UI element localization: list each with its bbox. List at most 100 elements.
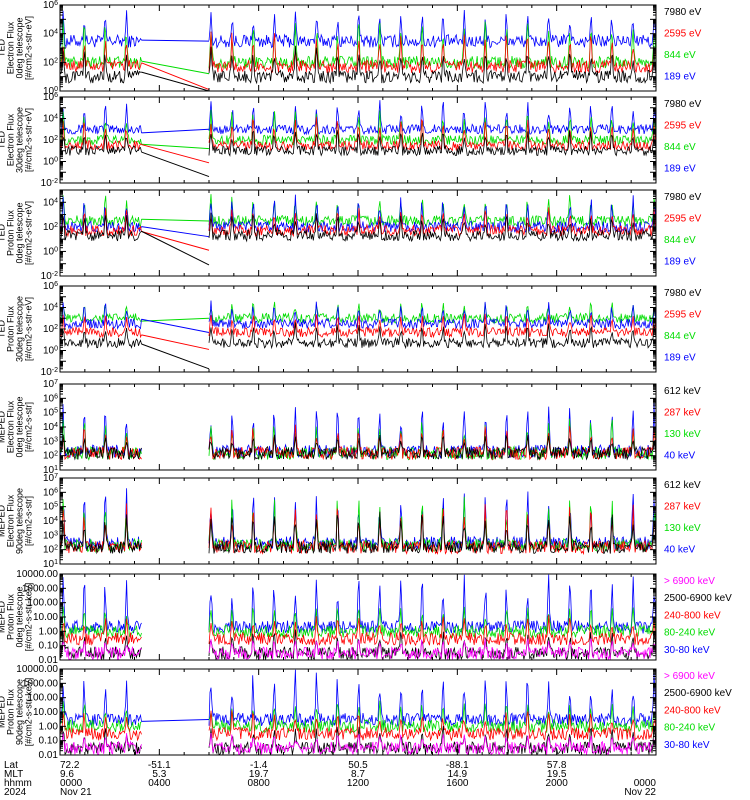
y-tick-label: 107 xyxy=(43,379,58,391)
y-tick-label: 1000.00 xyxy=(22,583,59,594)
legend-entry: 189 eV xyxy=(664,164,696,175)
panel-7: 0.01 0.10 1.00 10.00 100.00 1000.00 10000.00 ME… xyxy=(0,569,732,666)
y-tick-label: 106 xyxy=(43,0,58,11)
y-axis-label: TEDProton Flux30deg telescope[#/cm2-s-st… xyxy=(0,296,34,362)
y-tick-label: 0.01 xyxy=(39,750,59,761)
time-axis-mlt: 14.9 xyxy=(448,769,468,780)
legend-entry: 844 eV xyxy=(664,142,696,153)
y-tick-label: 10.00 xyxy=(33,612,58,623)
legend-entry: 612 keV xyxy=(664,480,701,491)
series-trace xyxy=(208,100,656,136)
series-trace xyxy=(208,511,656,555)
time-axis-hhmm: 1600 xyxy=(446,778,469,789)
y-tick-label: 104 xyxy=(43,516,58,528)
series-trace xyxy=(208,710,656,742)
series-trace xyxy=(208,491,656,551)
legend-entry: 2595 eV xyxy=(664,310,702,321)
time-axis-lat: -51.1 xyxy=(148,760,171,771)
gap-connector xyxy=(141,230,210,251)
gap-connector xyxy=(141,334,210,350)
y-tick-label: 104 xyxy=(43,28,58,40)
legend-entry: 80-240 keV xyxy=(664,723,715,734)
series-trace xyxy=(60,429,142,461)
y-tick-label: 106 xyxy=(43,393,58,405)
y-tick-label: 102 xyxy=(43,221,58,233)
series-trace xyxy=(60,120,142,151)
series-trace xyxy=(60,314,142,339)
y-tick-label: 100.00 xyxy=(27,598,58,609)
y-tick-label: 102 xyxy=(43,450,58,462)
legend-entry: 7980 eV xyxy=(664,192,702,203)
y-tick-label: 106 xyxy=(43,92,58,104)
legend-entry: 2595 eV xyxy=(664,29,702,40)
series-trace xyxy=(60,618,142,646)
gap-connector xyxy=(141,71,210,91)
panel-frame xyxy=(59,189,657,277)
time-axis-mlt: 19.5 xyxy=(547,769,567,780)
series-trace xyxy=(208,194,656,228)
legend-entry: 189 eV xyxy=(664,353,696,364)
y-tick-label: 100 xyxy=(43,156,58,168)
series-trace xyxy=(60,51,142,84)
series-trace xyxy=(208,21,656,70)
legend-entry: 7980 eV xyxy=(664,288,702,299)
gap-connector xyxy=(141,317,210,322)
series-trace xyxy=(60,304,142,324)
series-trace xyxy=(208,9,656,50)
y-tick-label: 103 xyxy=(43,530,58,542)
series-trace xyxy=(208,669,656,728)
time-axis-hhmm: 0000 xyxy=(634,778,657,789)
series-trace xyxy=(60,606,142,640)
series-trace xyxy=(60,195,142,228)
series-trace xyxy=(60,640,142,660)
y-tick-label: 10-2 xyxy=(41,271,58,283)
y-tick-label: 107 xyxy=(43,473,58,485)
gap-connector xyxy=(141,60,210,75)
series-trace xyxy=(60,103,142,135)
panel-frame xyxy=(59,285,657,373)
time-axis-hhmm: 0800 xyxy=(248,778,271,789)
legend-entry: 844 eV xyxy=(664,235,696,246)
time-axis-lat: 72.2 xyxy=(60,760,80,771)
y-tick-label: 0.01 xyxy=(39,655,59,666)
legend-entry: 189 eV xyxy=(664,257,696,268)
series-trace xyxy=(208,212,656,243)
y-tick-label: 104 xyxy=(43,302,58,314)
y-tick-label: 10000.00 xyxy=(16,664,58,675)
series-trace xyxy=(60,514,142,555)
y-tick-label: 1000.00 xyxy=(22,678,59,689)
y-tick-label: 100 xyxy=(43,345,58,357)
time-axis-mlt: 19.7 xyxy=(249,769,269,780)
legend-entry: 287 keV xyxy=(664,502,701,513)
legend-entry: 2500-6900 keV xyxy=(664,593,732,604)
axis-row-label: MLT xyxy=(4,769,23,780)
time-axis-lat: 50.5 xyxy=(348,760,368,771)
series-trace xyxy=(60,701,142,733)
series-trace xyxy=(60,134,142,156)
gap-connector xyxy=(141,343,210,370)
y-tick-label: 102 xyxy=(43,324,58,336)
gap-connector xyxy=(141,128,210,134)
gap-connector xyxy=(141,144,210,164)
y-tick-label: 102 xyxy=(43,135,58,147)
series-trace xyxy=(60,434,142,461)
panel-1: 100 102 104 106 TEDElectron Flux0deg telesco… xyxy=(0,0,702,97)
y-tick-label: 104 xyxy=(43,197,58,209)
legend-entry: 40 keV xyxy=(664,545,695,556)
y-axis-label: MEPEDElectron Flux90deg telescope[#/cm2-… xyxy=(0,488,34,554)
series-trace xyxy=(60,111,142,146)
legend-entry: 844 eV xyxy=(664,331,696,342)
y-tick-label: 102 xyxy=(43,544,58,556)
series-trace xyxy=(60,488,142,550)
series-trace xyxy=(208,504,656,556)
y-axis-label: TEDElectron Flux30deg telescope[#/cm2-s-… xyxy=(0,107,34,173)
legend-entry: > 6900 keV xyxy=(664,576,715,587)
y-tick-label: 100.00 xyxy=(27,693,58,704)
legend-entry: 189 eV xyxy=(664,72,696,83)
series-trace xyxy=(208,313,656,339)
